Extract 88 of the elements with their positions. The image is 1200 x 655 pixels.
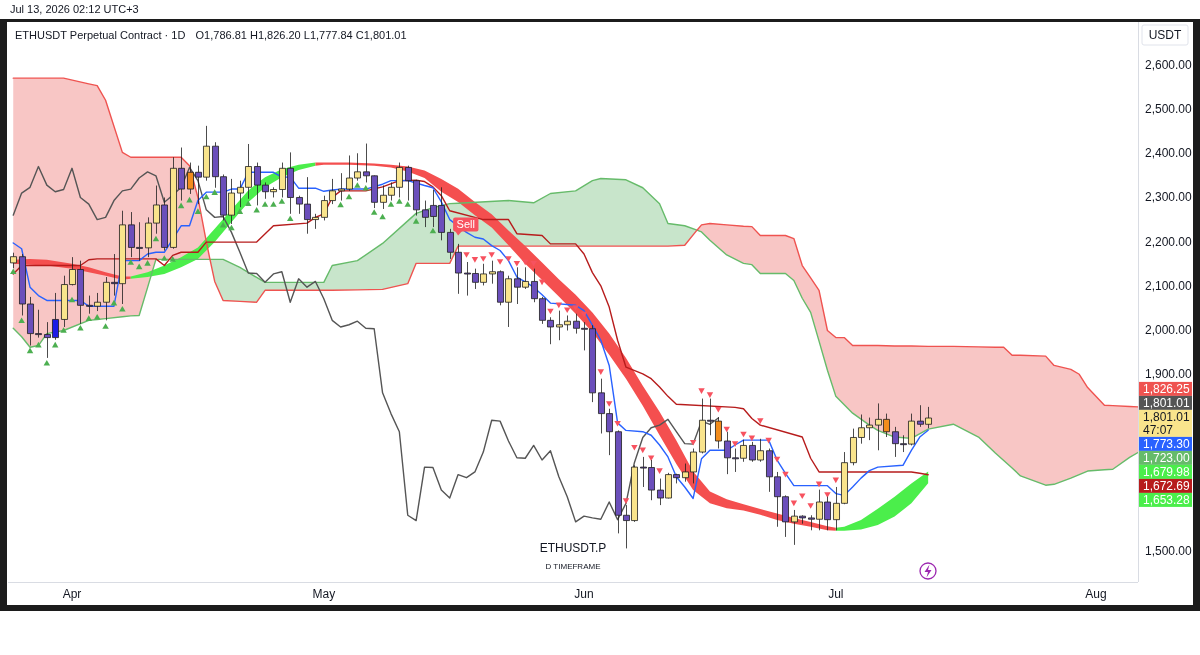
y-tick-label: 2,100.00 bbox=[1145, 278, 1193, 293]
point bbox=[43, 359, 51, 366]
text: ETHUSDT Perpetual Contract · 1D bbox=[15, 29, 186, 41]
point bbox=[412, 218, 420, 224]
point bbox=[287, 215, 294, 221]
point bbox=[211, 189, 218, 195]
point bbox=[152, 235, 160, 242]
x-tick-label: Jul bbox=[828, 587, 844, 601]
point bbox=[119, 306, 126, 312]
point bbox=[10, 268, 17, 275]
point bbox=[228, 224, 235, 231]
point bbox=[488, 252, 495, 258]
point bbox=[169, 256, 176, 262]
point bbox=[463, 252, 470, 258]
point bbox=[270, 201, 277, 207]
point bbox=[496, 259, 504, 265]
y-tick-label: 2,300.00 bbox=[1145, 190, 1193, 205]
point bbox=[597, 369, 605, 375]
point bbox=[572, 305, 579, 311]
point bbox=[564, 307, 571, 314]
point bbox=[26, 347, 34, 354]
point bbox=[387, 201, 395, 207]
point bbox=[161, 255, 168, 261]
point bbox=[807, 503, 814, 509]
point bbox=[18, 317, 25, 324]
annotation: D TIMEFRAME bbox=[545, 562, 601, 572]
point bbox=[245, 200, 252, 206]
point bbox=[706, 392, 714, 398]
point bbox=[580, 311, 588, 318]
line-series bbox=[12, 177, 1138, 486]
point bbox=[782, 471, 789, 478]
point bbox=[773, 456, 781, 463]
y-tick-label: 1,900.00 bbox=[1145, 367, 1193, 382]
point bbox=[253, 207, 260, 213]
point bbox=[144, 260, 151, 266]
point bbox=[480, 256, 487, 262]
point bbox=[396, 198, 403, 204]
text: 1,801.01 bbox=[1143, 409, 1191, 424]
y-axis-title: USDT bbox=[1148, 28, 1182, 42]
x-tick-label: Aug bbox=[1085, 587, 1107, 601]
text: Jul 13, 2026 02:12 UTC+3 bbox=[10, 2, 139, 15]
point bbox=[513, 261, 521, 267]
point bbox=[261, 201, 269, 207]
point bbox=[219, 222, 227, 228]
candlestick bbox=[10, 252, 17, 269]
point bbox=[622, 498, 630, 504]
x-tick-label: Jun bbox=[574, 587, 594, 601]
point bbox=[698, 388, 705, 394]
point bbox=[757, 418, 764, 424]
point bbox=[60, 327, 67, 333]
point bbox=[404, 201, 411, 207]
point bbox=[102, 323, 109, 329]
point bbox=[127, 259, 134, 265]
point bbox=[689, 440, 697, 446]
point bbox=[471, 257, 479, 263]
point bbox=[614, 421, 621, 427]
point bbox=[824, 492, 831, 498]
annotation: Sell bbox=[456, 218, 475, 231]
y-tick-label: 2,400.00 bbox=[1145, 146, 1193, 161]
point bbox=[77, 325, 84, 331]
y-tick-label: 2,200.00 bbox=[1145, 234, 1193, 249]
y-tick-label: 2,600.00 bbox=[1145, 57, 1193, 72]
y-tick-label: 1,500.00 bbox=[1145, 544, 1193, 559]
x-tick-label: May bbox=[312, 587, 336, 601]
point bbox=[715, 406, 722, 413]
point bbox=[379, 213, 386, 220]
point bbox=[93, 313, 101, 320]
y-tick-label: 2,000.00 bbox=[1145, 323, 1193, 338]
point bbox=[177, 202, 185, 209]
x-tick-label: Apr bbox=[62, 587, 82, 601]
point bbox=[656, 468, 663, 474]
text: O1,786.81 H1,826.20 L1,777.84 C1,801.01 bbox=[195, 29, 407, 41]
point bbox=[278, 198, 286, 204]
point bbox=[194, 208, 202, 214]
point bbox=[530, 261, 537, 267]
point bbox=[354, 182, 361, 188]
point bbox=[647, 455, 655, 462]
y-tick-label: 2,500.00 bbox=[1145, 102, 1193, 117]
point bbox=[605, 401, 613, 407]
point bbox=[370, 209, 378, 215]
line-series bbox=[12, 165, 720, 523]
point bbox=[236, 208, 244, 214]
text: 47:07 bbox=[1143, 422, 1174, 437]
point bbox=[135, 263, 143, 270]
point bbox=[505, 256, 512, 262]
annotation: ETHUSDT.P bbox=[539, 541, 607, 556]
point bbox=[85, 315, 93, 321]
point bbox=[731, 441, 739, 447]
